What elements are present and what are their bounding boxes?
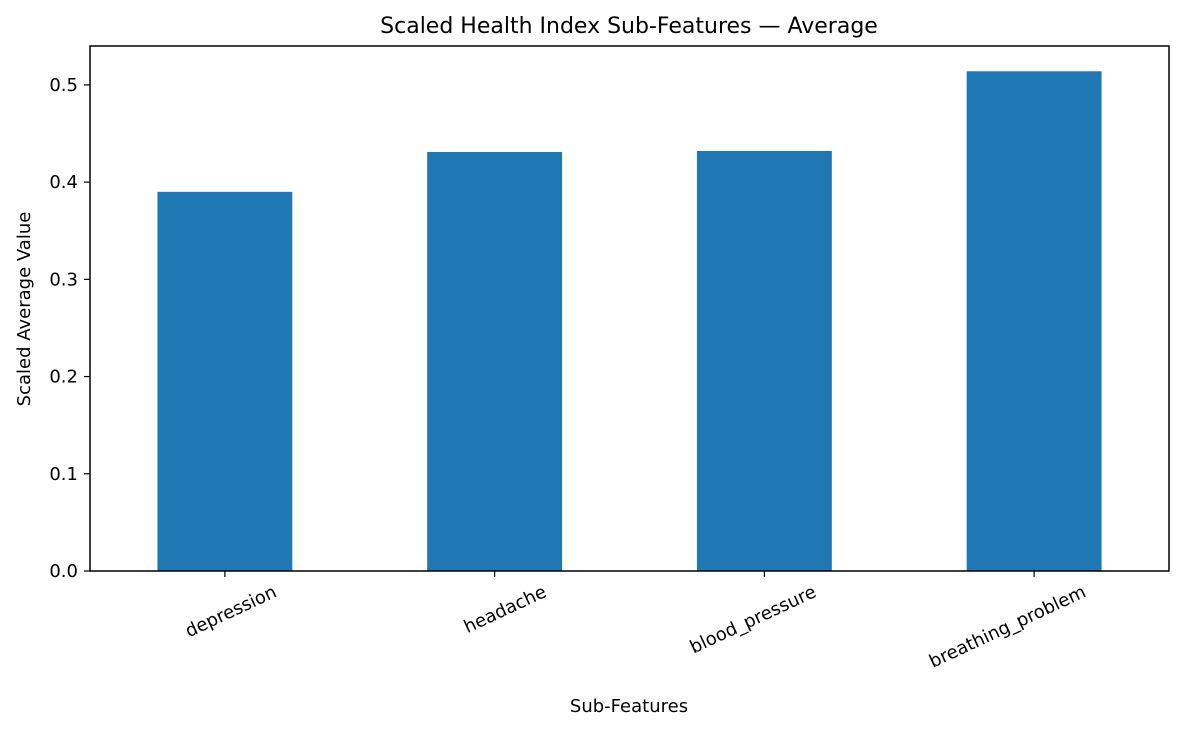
plot-frame (89, 45, 1170, 572)
x-tick-label: blood_pressure (687, 581, 820, 658)
y-axis-label: Scaled Average Value (14, 212, 35, 407)
y-tick-label: 0.4 (49, 172, 78, 193)
chart-title: Scaled Health Index Sub-Features — Avera… (380, 14, 878, 39)
x-tick-label: breathing_problem (926, 581, 1089, 672)
bar-depression (157, 191, 293, 572)
bar-blood-pressure (696, 151, 832, 571)
y-axis: 0.0 0.1 0.2 0.3 0.4 0.5 (49, 75, 90, 582)
x-axis: depression headache blood_pressure breathin… (182, 571, 1089, 673)
x-tick-label: depression (182, 581, 280, 642)
y-tick-label: 0.5 (49, 75, 78, 96)
bars (157, 71, 1102, 572)
x-tick-label: headache (461, 581, 550, 637)
y-tick-label: 0.2 (49, 367, 78, 388)
y-tick-label: 0.3 (49, 269, 78, 290)
y-tick-label: 0.1 (49, 464, 78, 485)
y-tick-label: 0.0 (49, 561, 78, 582)
bar-headache (427, 151, 563, 571)
bar-breathing-problem (966, 71, 1102, 572)
x-axis-label: Sub-Features (570, 696, 688, 717)
